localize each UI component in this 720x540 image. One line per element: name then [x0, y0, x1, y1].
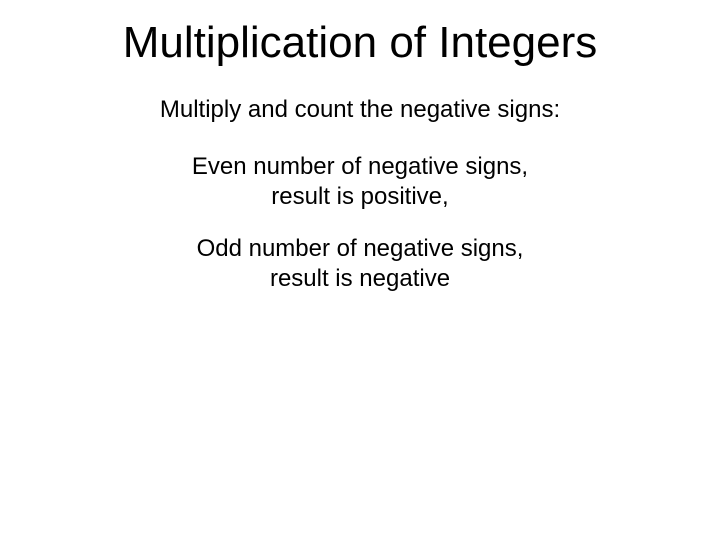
rule-even: Even number of negative signs, result is… [0, 130, 720, 212]
rule-odd-line1: Odd number of negative signs, [0, 234, 720, 264]
rule-even-line2: result is positive, [0, 182, 720, 212]
slide-subtitle: Multiply and count the negative signs: [0, 78, 720, 130]
slide-title: Multiplication of Integers [0, 0, 720, 78]
rule-even-line1: Even number of negative signs, [0, 152, 720, 182]
rule-odd-line2: result is negative [0, 264, 720, 294]
rule-odd: Odd number of negative signs, result is … [0, 212, 720, 294]
